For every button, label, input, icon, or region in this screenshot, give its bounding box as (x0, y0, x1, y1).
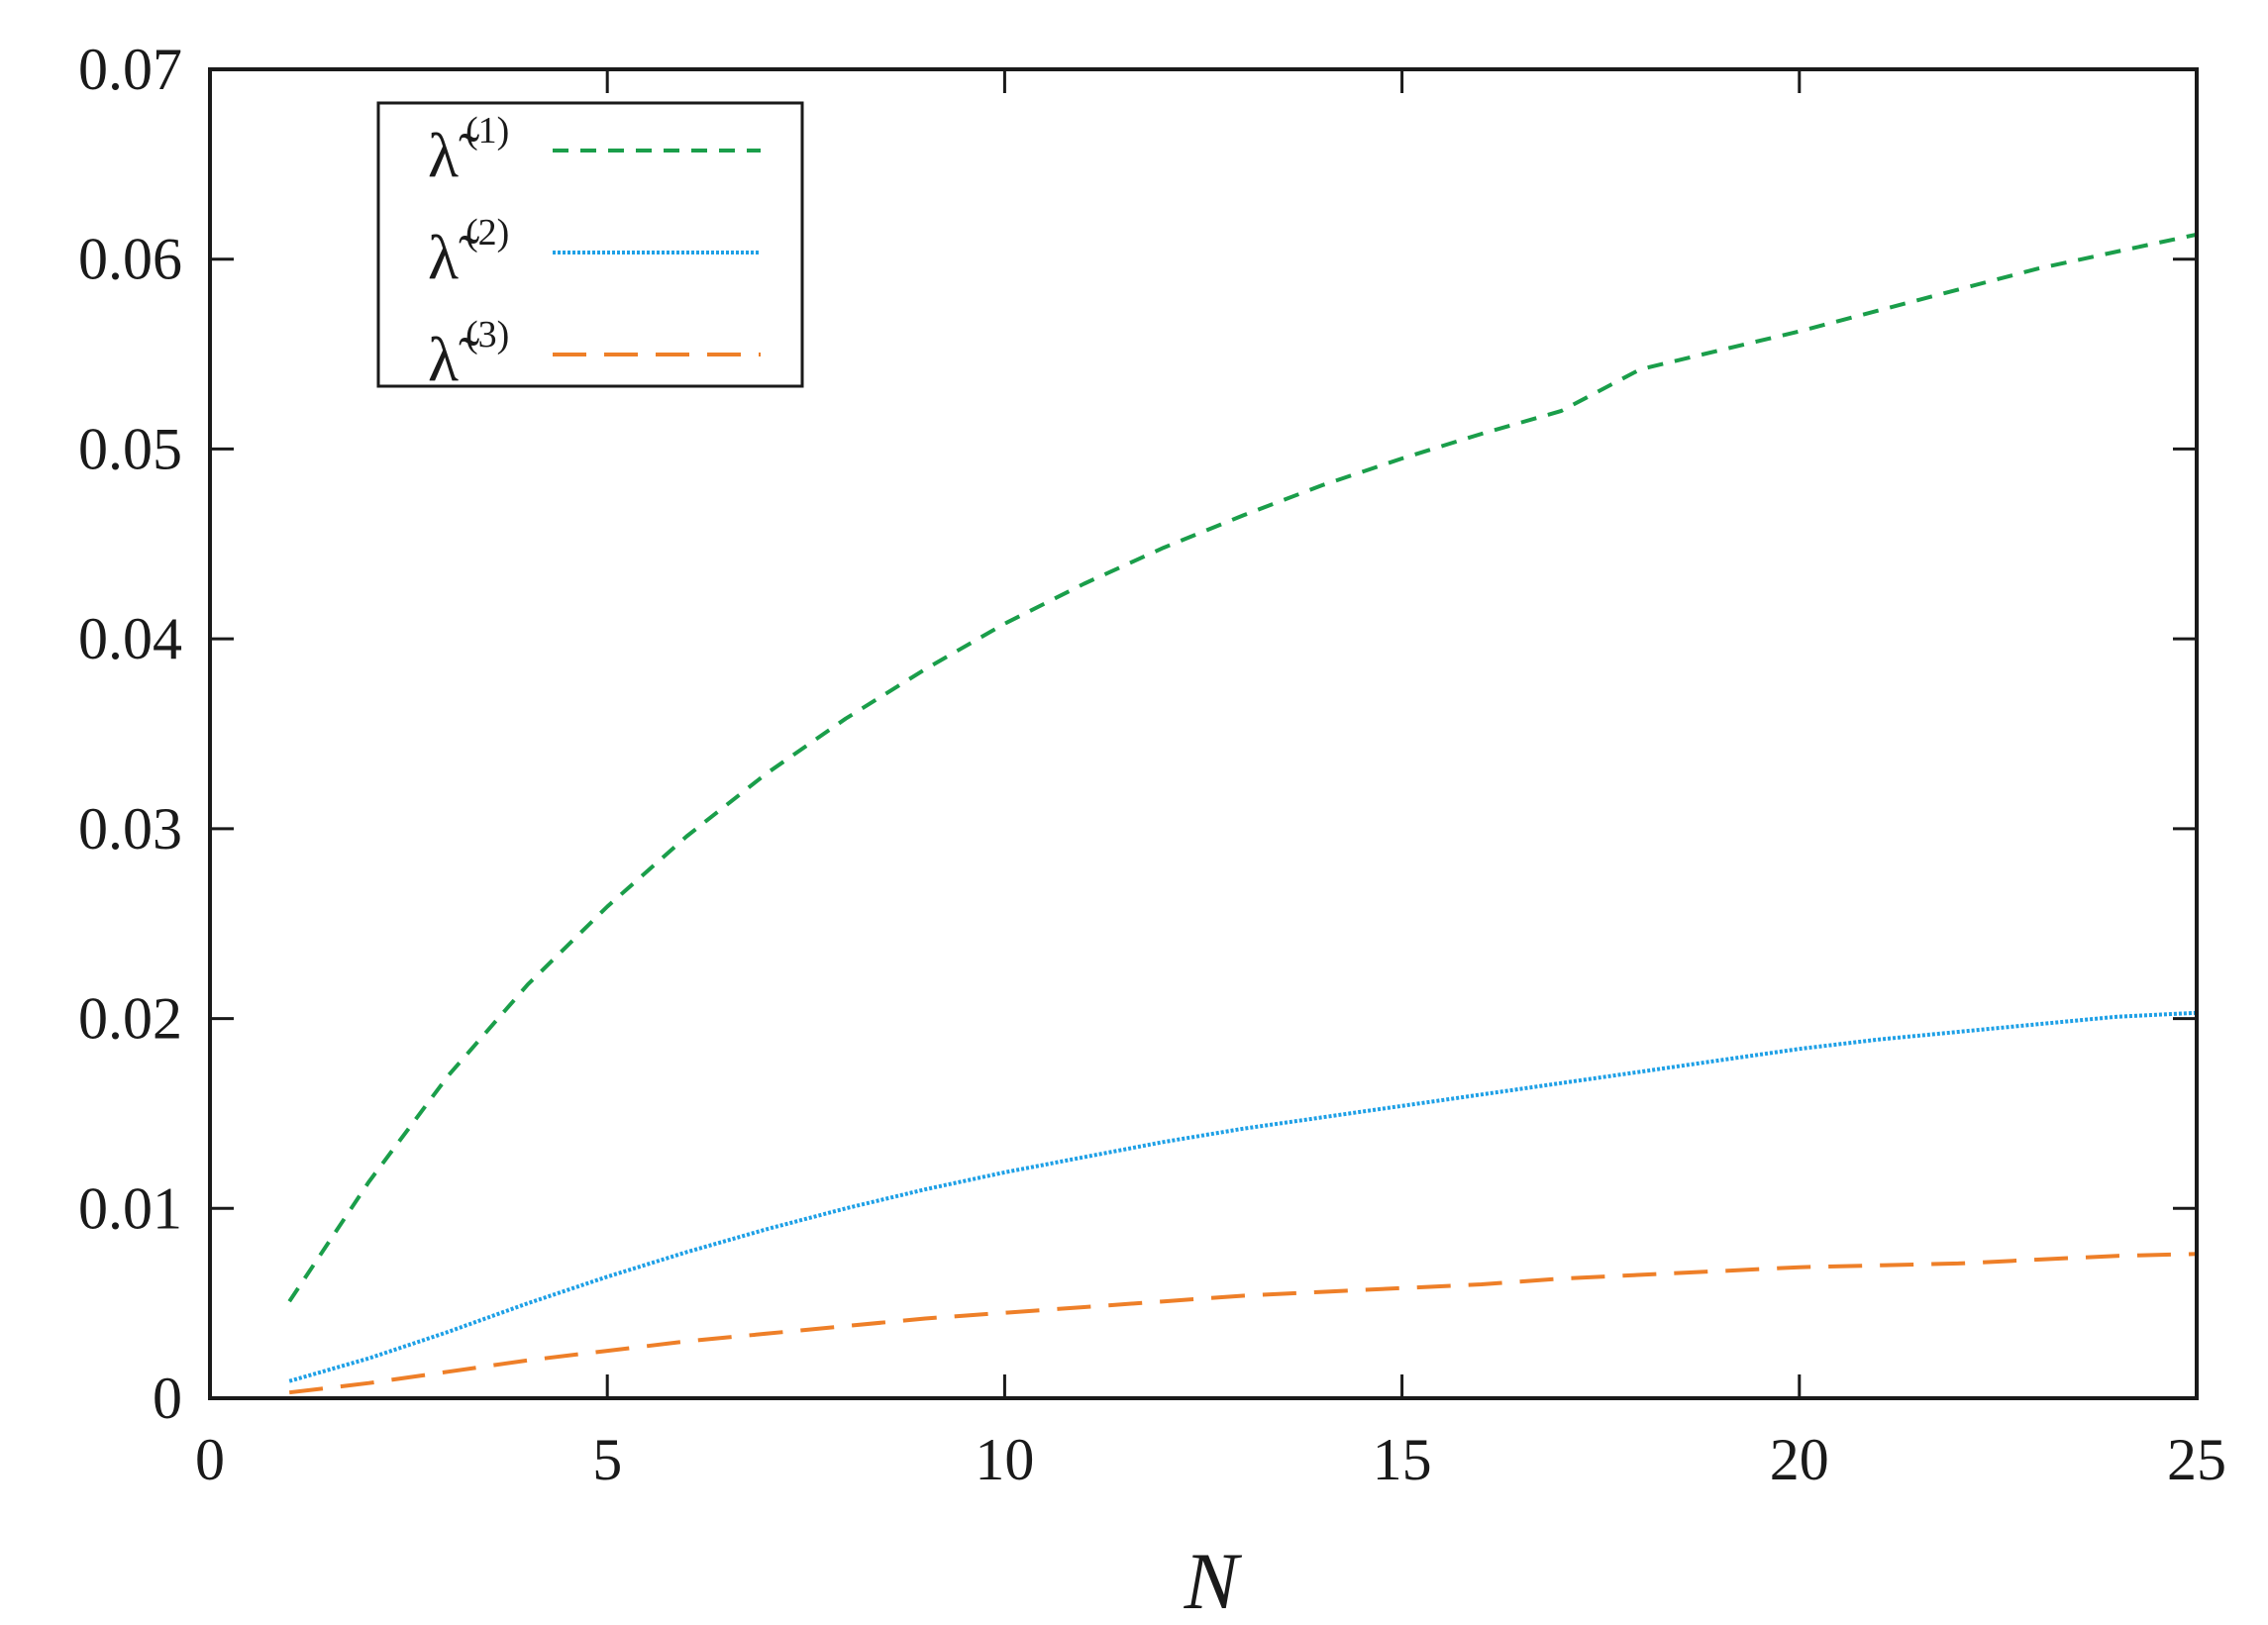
series-line-1 (287, 232, 2197, 1303)
x-axis-title: N (1184, 1536, 1243, 1625)
y-tick-label: 0.06 (78, 227, 182, 292)
x-tick-label: 0 (195, 1427, 225, 1492)
y-tick-label: 0.05 (78, 416, 182, 481)
legend: λ̃ (1)λ̃ (2)λ̃ (3) (376, 101, 804, 394)
x-tick-label: 25 (2167, 1427, 2226, 1492)
y-tick-label: 0.02 (78, 986, 182, 1052)
legend-label-sup-2: (2) (465, 212, 509, 254)
y-tick-label: 0.07 (78, 37, 182, 102)
x-tick-label: 5 (592, 1427, 622, 1492)
legend-label-sup-1: (1) (465, 110, 509, 152)
series-line-2 (288, 1010, 2197, 1383)
plot-frame (208, 67, 2199, 1400)
y-tick-label: 0 (153, 1366, 182, 1431)
series-line-3 (288, 1252, 2197, 1395)
legend-label-sup-3: (3) (465, 314, 509, 355)
x-tick-label: 20 (1770, 1427, 1829, 1492)
x-tick-label: 10 (975, 1427, 1034, 1492)
y-tick-label: 0.01 (78, 1175, 182, 1241)
y-tick-label: 0.03 (78, 796, 182, 862)
x-tick-label: 15 (1373, 1427, 1432, 1492)
y-tick-label: 0.04 (78, 606, 182, 671)
